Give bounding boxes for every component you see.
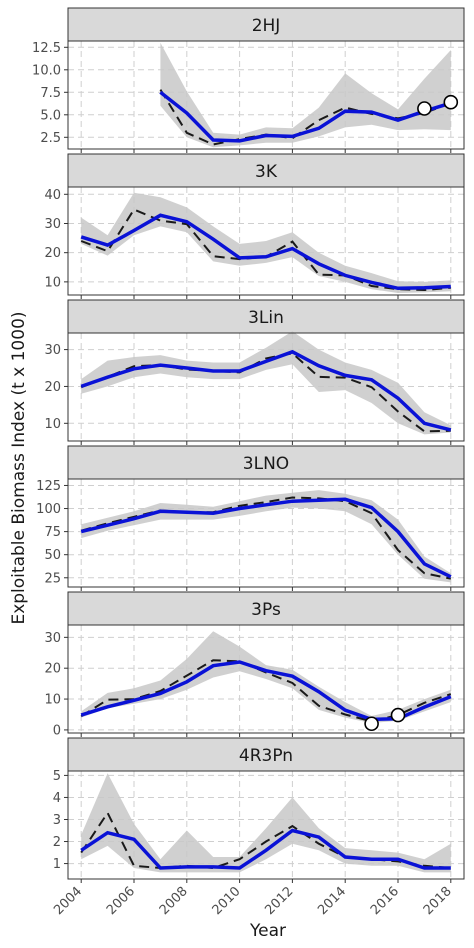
panel-3lin: 3Lin 10 20 30 [44,299,465,445]
confidence-band-3ps [81,631,451,724]
y-tick-label: 2 [53,835,61,850]
y-tick-label: 12.5 [32,41,61,56]
y-tick-label: 20 [44,662,61,677]
x-tick-label: 2018 [421,884,455,918]
point-marker-3ps [390,707,406,723]
y-tick-label: 3 [53,813,61,828]
y-tick-label: 20 [44,380,61,395]
x-tick-label: 2008 [157,884,191,918]
y-tick-label: 5 [53,769,61,784]
panel-border [67,40,465,150]
panel-border [67,478,465,588]
y-tick-label: 25 [44,571,61,586]
panel-4r3pn: 4R3Pn 1 2 3 4 5 2004 2006 2008 2010 2012 2014 2016 20… [51,737,465,918]
y-tick-label: 4 [53,791,61,806]
y-tick-label: 30 [44,217,61,232]
strip-3lno [67,445,465,480]
point-marker-2hj [443,94,459,110]
y-tick-label: 1 [53,857,61,872]
y-tick-label: 100 [36,502,61,517]
y-tick-label: 2.5 [40,131,61,146]
y-tick-label: 50 [44,548,61,563]
y-tick-label: 5.0 [40,108,61,123]
panel-title-3ps: 3Ps [251,600,281,620]
x-tick-label: 2006 [104,884,138,918]
x-tick-label: 2004 [51,884,85,918]
panel-title-3k: 3K [255,162,278,182]
point-marker-3ps [364,716,379,732]
strip-2hj [67,7,465,42]
panel-border [67,770,465,880]
x-tick-label: 2012 [262,884,296,918]
panel-title-4r3pn: 4R3Pn [239,746,293,766]
fitted-series-3ps [80,660,452,722]
fitted-series-3k [80,213,451,291]
x-axis-title: Year [249,921,286,941]
panel-border [67,186,465,296]
panels: 2HJ2.55.07.510.012.53K102030403Lin102030… [32,7,465,918]
x-tick-label: 2016 [368,884,402,918]
y-tick-label: 40 [44,188,61,203]
y-tick-label: 20 [44,246,61,261]
y-tick-label: 30 [44,343,61,358]
fitted-series-3lin [80,349,452,432]
panel-3k: 3K 10 20 30 40 [44,153,465,299]
strip-3ps [67,591,465,626]
observed-series-4r3pn [80,810,451,870]
panel-3lno: 3LNO 25 50 75 100 125 [36,445,465,591]
y-tick-label: 10 [44,417,61,432]
y-tick-label: 7.5 [40,86,61,101]
strip-3lin [67,299,465,334]
fitted-series-4r3pn [80,828,451,870]
panel-border [67,332,465,442]
confidence-band-2hj [160,42,451,148]
y-tick-label: 0 [53,723,61,738]
observed-series-3lno [80,496,452,580]
panel-title-3lin: 3Lin [248,308,284,328]
x-tick-label: 2010 [210,884,244,918]
strip-3k [67,153,465,188]
panel-border [67,624,465,734]
strip-4r3pn [67,737,465,772]
y-tick-label: 75 [44,525,61,540]
panel-2hj: 2HJ 2.5 5.0 7.5 10.0 12.5 [32,7,465,153]
point-marker-2hj [417,101,432,116]
y-tick-label: 125 [36,479,61,494]
y-axis-title: Exploitable Biomass Index (t x 1000) [9,311,29,624]
y-tick-label: 30 [44,631,61,646]
panel-title-2hj: 2HJ [252,16,281,36]
fitted-series-2hj [159,90,452,143]
y-tick-label: 10 [44,275,61,290]
panel-3ps: 3Ps 0 10 20 30 [44,591,465,738]
x-tick-label: 2014 [315,884,349,918]
fitted-series-3lno [80,497,452,579]
y-tick-label: 10.0 [32,63,61,78]
y-tick-label: 10 [44,693,61,708]
panel-title-3lno: 3LNO [243,454,289,474]
confidence-band-4r3pn [81,773,451,873]
